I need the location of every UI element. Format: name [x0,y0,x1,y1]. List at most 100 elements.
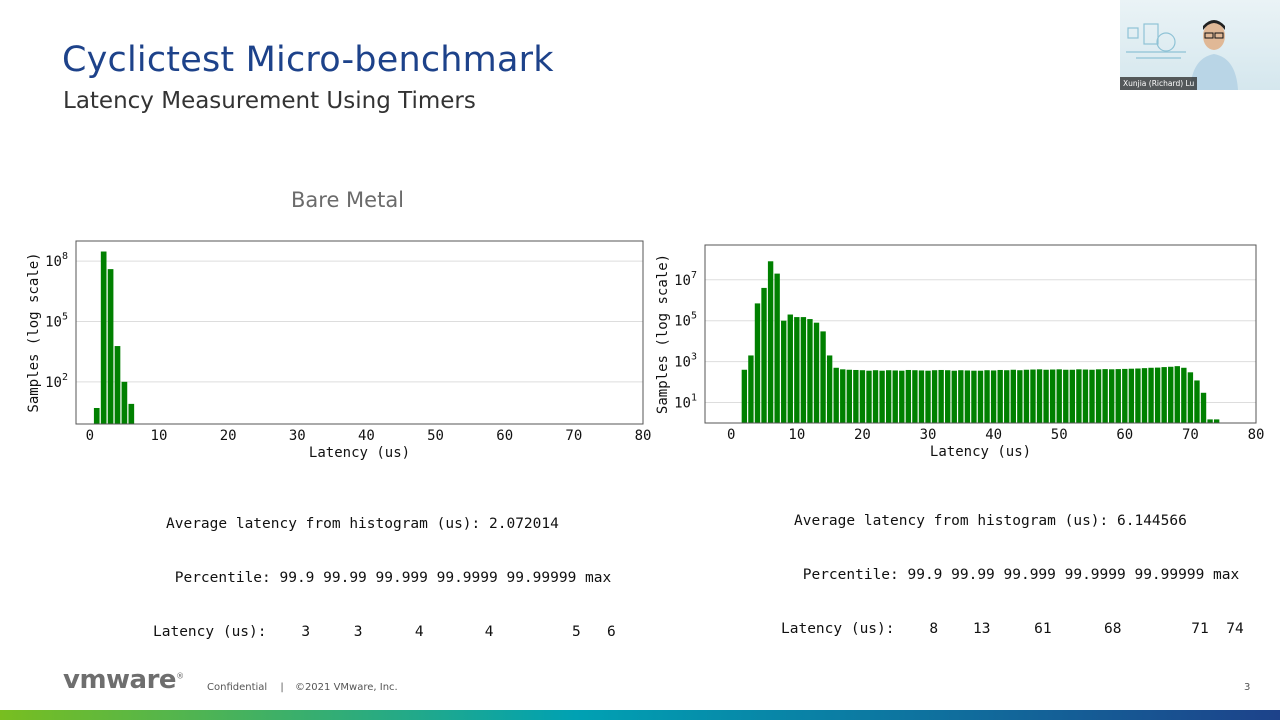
right-chart-bar [1161,367,1167,423]
right-chart-bar [1207,419,1213,423]
webcam-background-graphic [1126,23,1186,59]
left-chart-bar [114,346,121,424]
left-chart-bar [100,251,107,424]
right-chart-bar [1115,369,1121,423]
right-chart-ytick-label: 107 [674,270,697,289]
left-avg-latency: Average latency from histogram (us): 2.0… [166,516,559,532]
right-chart-bar [1076,369,1082,423]
right-chart-bar [1082,369,1089,423]
right-chart-bar [859,370,866,423]
vmware-logo: vmware® [63,665,184,695]
right-chart-xtick-label: 10 [788,427,805,443]
left-chart-bar [121,381,128,424]
slide-title: Cyclictest Micro-benchmark [62,40,554,80]
right-chart-bar [813,322,820,423]
right-chart-bar [1017,370,1023,423]
right-chart-bar [938,369,944,423]
right-chart-bar [781,320,787,423]
right-chart-xtick-label: 20 [854,427,871,443]
right-chart-bar [984,370,990,423]
left-chart-xaxis-label: Latency (us) [309,445,410,461]
right-chart-bar [1181,367,1187,423]
left-chart-xtick-label: 50 [427,428,444,444]
right-chart-bar [958,370,964,423]
left-chart-label: Bare Metal [291,188,405,212]
right-chart-bar [840,369,846,423]
right-chart-bar [872,370,879,423]
footer-confidential: Confidential [207,682,268,693]
right-chart-bar [820,331,826,423]
right-chart-bar [1187,372,1194,423]
left-chart-bar [128,403,135,424]
right-chart-xtick-label: 0 [727,427,735,443]
right-chart-bar [787,314,793,423]
right-chart-bar [945,370,951,423]
right-chart-bar [1030,369,1036,423]
left-chart-xtick-label: 20 [220,428,237,444]
right-chart-bar [853,369,859,423]
right-chart-bar [1004,370,1010,423]
right-latency-row: Latency (us): 8 13 61 68 71 74 [781,621,1244,637]
right-chart-bar [1056,369,1062,423]
right-chart-bar [964,370,971,423]
right-chart-bar [912,370,918,423]
right-chart-bar [971,370,977,423]
footer-text: Confidential | ©2021 VMware, Inc. [207,682,398,693]
page-number: 3 [1244,682,1251,693]
right-chart-bar [826,355,833,423]
right-chart-yaxis-label: Samples (log scale) [655,254,671,414]
left-chart-ytick-label: 102 [45,372,68,391]
right-chart-bar [1194,380,1200,423]
right-chart-bar [918,370,925,423]
right-chart-bar [1174,366,1180,423]
slide-subtitle: Latency Measurement Using Timers [63,88,476,114]
right-chart-bar [1168,366,1174,423]
footer-copyright: ©2021 VMware, Inc. [294,682,398,693]
left-chart-xtick-label: 0 [86,428,94,444]
right-chart-xtick-label: 40 [985,427,1002,443]
right-chart-bar [951,370,957,423]
right-chart-bar [1069,369,1076,423]
right-chart-bar [748,355,754,423]
right-chart-bar [1128,368,1135,423]
right-chart-bar [833,367,839,423]
right-chart-bar [1213,419,1220,423]
right-chart-bar [1095,369,1102,423]
right-chart-bar [905,369,912,423]
right-avg-latency: Average latency from histogram (us): 6.1… [794,513,1187,529]
right-chart-xtick-label: 30 [920,427,937,443]
right-chart-bar [774,273,780,423]
right-chart-bar [977,370,984,423]
right-chart-bar [1109,369,1115,423]
left-chart-xtick-label: 80 [635,428,652,444]
right-chart-bar [761,287,767,423]
left-chart-xtick-label: 30 [289,428,306,444]
right-chart-bar [1043,369,1049,423]
right-chart-bar [997,369,1003,423]
right-chart-xtick-label: 80 [1248,427,1265,443]
presenter-name-tag: Xunjia (Richard) Lu [1120,77,1198,90]
right-chart-bar [1089,369,1095,423]
left-stats: Average latency from histogram (us): 2.0… [153,479,616,659]
right-chart-xtick-label: 70 [1182,427,1199,443]
right-chart-bar [1154,367,1161,423]
left-chart-xtick-label: 40 [358,428,375,444]
right-chart-bar [1102,369,1108,423]
right-chart-bar [1122,368,1128,423]
left-percentile-row: Percentile: 99.9 99.99 99.999 99.9999 99… [166,570,612,586]
presenter-webcam: Xunjia (Richard) Lu [1120,0,1280,90]
right-chart-bar [1036,369,1043,423]
right-chart-bar [879,370,885,423]
left-chart-xtick-label: 10 [151,428,168,444]
right-chart-bar [754,303,761,423]
right-chart-plot-frame [704,244,1257,424]
right-chart-bar [990,370,997,423]
right-chart-xaxis-label: Latency (us) [930,444,1031,460]
left-chart-ytick-label: 108 [45,251,68,270]
right-chart-bar [846,369,852,423]
left-latency-row: Latency (us): 3 3 4 4 5 6 [153,624,616,640]
right-chart-bar [1200,392,1207,423]
left-chart-xtick-label: 70 [565,428,582,444]
right-chart-bar [866,370,872,423]
